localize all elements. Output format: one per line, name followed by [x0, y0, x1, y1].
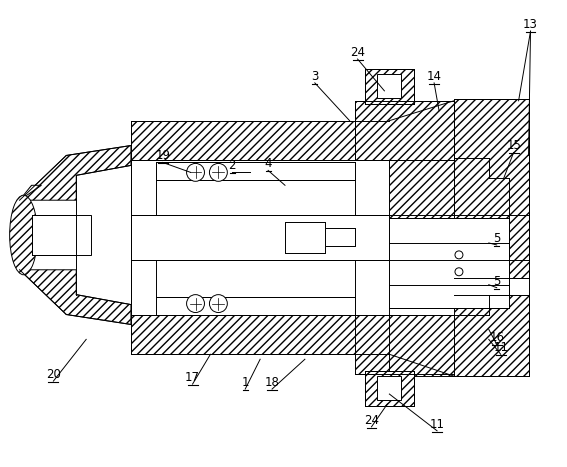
Text: 5: 5 [493, 232, 501, 245]
Bar [131, 120, 390, 161]
Circle shape [455, 268, 463, 276]
Circle shape [187, 295, 205, 312]
Bar [131, 215, 390, 260]
Bar [378, 376, 401, 400]
Bar [454, 295, 528, 376]
Bar [454, 99, 528, 278]
Text: 14: 14 [426, 70, 442, 83]
Polygon shape [20, 270, 131, 325]
Bar [390, 161, 454, 218]
Text: 24: 24 [364, 414, 379, 427]
Bar [156, 297, 354, 314]
Circle shape [455, 251, 463, 259]
Text: 4: 4 [264, 157, 272, 170]
Text: 15: 15 [506, 140, 521, 153]
Text: 19: 19 [155, 149, 170, 163]
Bar [156, 163, 354, 180]
Bar [365, 371, 414, 406]
Ellipse shape [10, 195, 37, 275]
Text: 5: 5 [493, 275, 501, 288]
Bar [131, 161, 390, 314]
Text: 17: 17 [185, 371, 200, 384]
Text: 13: 13 [523, 18, 538, 31]
Text: 11: 11 [430, 418, 445, 431]
Text: 16: 16 [489, 332, 504, 344]
Bar [365, 69, 414, 104]
Circle shape [187, 163, 205, 181]
Bar [390, 314, 454, 376]
Bar [131, 314, 390, 354]
Bar [354, 101, 454, 161]
Bar [325, 228, 354, 246]
Bar [378, 74, 401, 98]
Circle shape [209, 295, 227, 312]
Text: 20: 20 [46, 368, 61, 381]
Text: 11: 11 [493, 341, 508, 354]
Bar [156, 180, 354, 297]
Bar [156, 297, 354, 314]
Text: 24: 24 [350, 46, 365, 59]
Bar [354, 314, 454, 374]
Text: 18: 18 [265, 376, 280, 389]
Text: 3: 3 [311, 70, 319, 83]
Text: 1: 1 [242, 376, 249, 389]
Bar [156, 163, 354, 180]
Bar [390, 218, 509, 308]
Bar [32, 215, 91, 255]
Text: 2: 2 [229, 159, 236, 172]
Polygon shape [20, 185, 41, 200]
Circle shape [209, 163, 227, 181]
Polygon shape [20, 146, 131, 200]
Bar [285, 222, 325, 253]
